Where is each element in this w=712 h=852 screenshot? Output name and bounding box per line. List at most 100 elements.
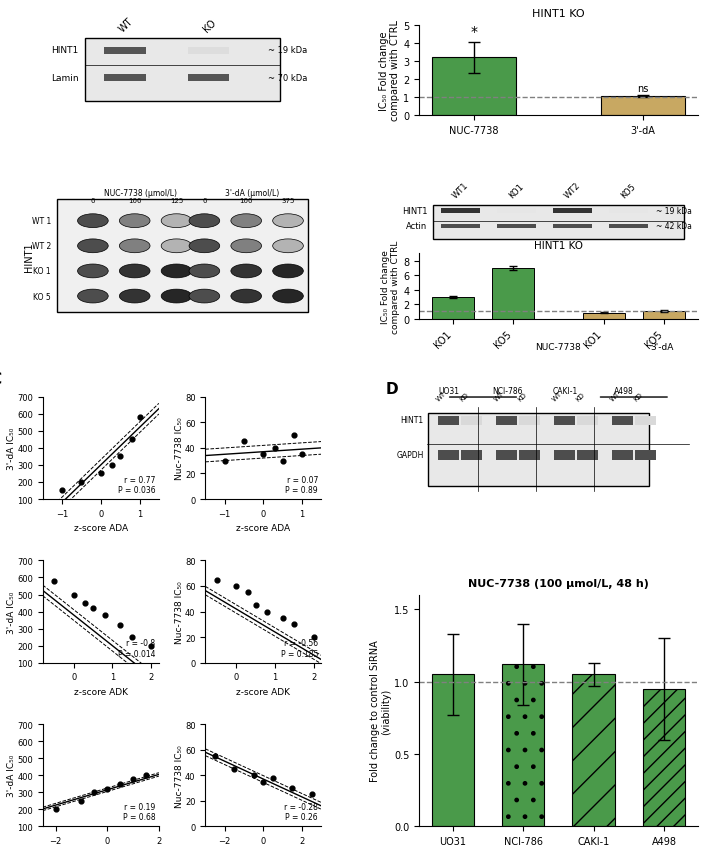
Y-axis label: IC₅₀ Fold change
compared with CTRL: IC₅₀ Fold change compared with CTRL (381, 240, 400, 333)
Text: WT 2: WT 2 (32, 242, 51, 251)
Point (75, 794, 87, 808)
X-axis label: z-score ADA: z-score ADA (236, 524, 290, 532)
Circle shape (189, 290, 220, 303)
Bar (438, 451, 459, 460)
Text: WT 1: WT 1 (32, 217, 51, 226)
Text: WT2: WT2 (562, 181, 582, 200)
Y-axis label: Nuc-7738 IC₅₀: Nuc-7738 IC₅₀ (174, 417, 184, 480)
Point (296, 448, 308, 462)
Point (88, 602, 99, 615)
Text: D: D (386, 382, 398, 396)
Y-axis label: Nuc-7738 IC₅₀: Nuc-7738 IC₅₀ (174, 744, 184, 807)
Bar (502, 665, 544, 826)
Text: 375: 375 (281, 198, 295, 204)
Bar (496, 451, 517, 460)
Text: 3'-dA (μmol/L): 3'-dA (μmol/L) (225, 188, 279, 198)
Text: KD: KD (517, 391, 528, 402)
Bar (553, 209, 592, 213)
Text: HINT1: HINT1 (402, 206, 427, 216)
Point (250, 599, 261, 613)
Text: r = 0.07
P = 0.89: r = 0.07 P = 0.89 (286, 475, 318, 494)
Point (261, 605, 273, 619)
Circle shape (120, 265, 150, 279)
Point (308, 630, 320, 644)
Text: 0: 0 (90, 198, 95, 204)
Circle shape (161, 239, 192, 253)
Point (115, 450, 126, 463)
Text: r = 0.19
P = 0.68: r = 0.19 P = 0.68 (122, 802, 155, 821)
Y-axis label: 3'-dA IC₅₀: 3'-dA IC₅₀ (6, 590, 16, 633)
Bar (635, 451, 656, 460)
Text: 0: 0 (202, 198, 206, 204)
Bar (104, 75, 146, 82)
Point (50, 803, 61, 816)
Bar (438, 416, 459, 426)
Point (56, 484, 68, 498)
X-axis label: z-score Hint1: z-score Hint1 (71, 850, 130, 852)
Point (219, 454, 231, 468)
Bar (609, 209, 648, 213)
Text: r = -0.56
P = 0.185: r = -0.56 P = 0.185 (281, 638, 318, 658)
Text: ~ 19 kDa: ~ 19 kDa (268, 46, 308, 55)
Point (134, 411, 145, 424)
Circle shape (78, 215, 108, 228)
Bar (577, 416, 598, 426)
Bar (612, 416, 633, 426)
Text: ~ 19 kDa: ~ 19 kDa (656, 206, 692, 216)
Text: WT: WT (435, 390, 447, 402)
Point (269, 441, 281, 455)
Circle shape (273, 239, 303, 253)
Bar (643, 689, 685, 826)
Bar (519, 451, 540, 460)
Circle shape (161, 290, 192, 303)
Circle shape (161, 215, 192, 228)
Bar (433, 205, 684, 239)
Text: Lamin: Lamin (51, 73, 79, 83)
Bar (431, 297, 474, 320)
Point (126, 433, 137, 446)
Bar (612, 451, 633, 460)
Circle shape (231, 290, 261, 303)
Circle shape (78, 290, 108, 303)
Bar (519, 416, 540, 426)
Text: KD: KD (633, 391, 644, 402)
X-axis label: z-score Hint1: z-score Hint1 (234, 850, 293, 852)
Point (209, 750, 221, 763)
Point (229, 763, 240, 776)
Text: *: * (471, 25, 478, 39)
Y-axis label: Nuc-7738 IC₅₀: Nuc-7738 IC₅₀ (174, 580, 184, 643)
Text: KO5: KO5 (619, 182, 637, 200)
Point (239, 435, 250, 449)
X-axis label: z-score ADK: z-score ADK (74, 688, 127, 696)
Bar (635, 416, 656, 426)
Circle shape (231, 215, 261, 228)
Text: NCI-786: NCI-786 (492, 386, 523, 395)
Point (107, 458, 118, 472)
Point (68, 588, 79, 602)
Point (102, 782, 113, 796)
Point (140, 769, 152, 782)
Point (277, 612, 288, 625)
Point (115, 777, 126, 791)
Bar (553, 224, 592, 229)
Bar (429, 413, 649, 486)
Text: WT: WT (493, 390, 506, 402)
Point (99, 608, 110, 622)
Title: NUC-7738 (100 μmol/L, 48 h): NUC-7738 (100 μmol/L, 48 h) (468, 579, 649, 589)
Point (75, 475, 87, 489)
Text: KO: KO (201, 18, 219, 35)
Point (277, 454, 288, 468)
Bar (554, 416, 575, 426)
Y-axis label: Fold change to control SiRNA
(viability): Fold change to control SiRNA (viability) (370, 640, 391, 781)
Circle shape (120, 215, 150, 228)
Text: HINT1: HINT1 (51, 46, 78, 55)
Text: GAPDH: GAPDH (397, 451, 424, 459)
Bar (643, 312, 685, 320)
Text: ~ 42 kDa: ~ 42 kDa (656, 222, 692, 231)
Point (258, 448, 269, 462)
Point (211, 573, 223, 587)
Title: HINT1 KO: HINT1 KO (532, 9, 585, 20)
Bar (431, 58, 516, 116)
Text: HINT1: HINT1 (23, 242, 33, 271)
Circle shape (120, 290, 150, 303)
